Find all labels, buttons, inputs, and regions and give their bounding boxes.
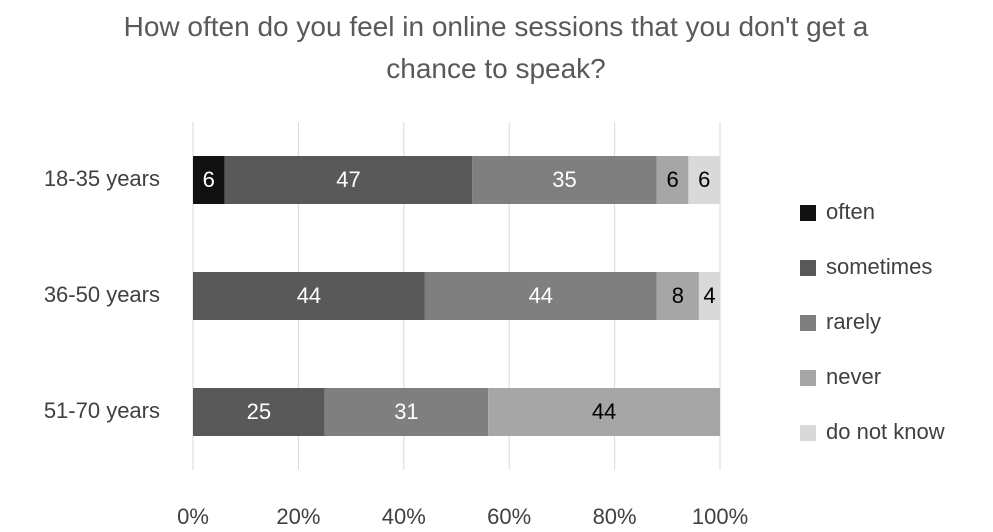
legend-swatch [800, 315, 816, 331]
x-tick-label: 100% [692, 504, 748, 529]
data-label: 8 [672, 283, 684, 308]
y-tick-label: 18-35 years [44, 166, 160, 191]
bar-segment [193, 272, 425, 320]
bar-segment [656, 156, 689, 204]
x-tick-label: 20% [276, 504, 320, 529]
legend-label: rarely [826, 309, 881, 334]
data-label: 6 [698, 167, 710, 192]
x-tick-label: 0% [177, 504, 209, 529]
bar-segment [656, 272, 699, 320]
x-tick-label: 40% [382, 504, 426, 529]
bar-segment [193, 388, 325, 436]
legend-swatch [800, 370, 816, 386]
legend-label: sometimes [826, 254, 932, 279]
data-label: 6 [666, 167, 678, 192]
data-label: 44 [592, 399, 616, 424]
bar-segment [688, 156, 720, 204]
data-label: 44 [297, 283, 321, 308]
bar-segment [224, 156, 473, 204]
bar-segment [193, 156, 225, 204]
y-tick-label: 36-50 years [44, 282, 160, 307]
legend-label: do not know [826, 419, 945, 444]
legend-label: often [826, 199, 875, 224]
x-tick-label: 80% [593, 504, 637, 529]
x-tick-label: 60% [487, 504, 531, 529]
legend-swatch [800, 260, 816, 276]
legend-swatch [800, 425, 816, 441]
data-label: 6 [203, 167, 215, 192]
data-label: 25 [247, 399, 271, 424]
data-label: 4 [703, 283, 715, 308]
chart-title: How often do you feel in online sessions… [123, 11, 869, 84]
bar-segment [698, 272, 720, 320]
data-label: 47 [336, 167, 360, 192]
bar-segment [324, 388, 489, 436]
data-label: 35 [552, 167, 576, 192]
bar-segment [488, 388, 720, 436]
bar-segment [472, 156, 657, 204]
legend-swatch [800, 205, 816, 221]
data-label: 44 [529, 283, 553, 308]
legend-label: never [826, 364, 881, 389]
data-label: 31 [394, 399, 418, 424]
y-tick-label: 51-70 years [44, 398, 160, 423]
bar-segment [424, 272, 657, 320]
